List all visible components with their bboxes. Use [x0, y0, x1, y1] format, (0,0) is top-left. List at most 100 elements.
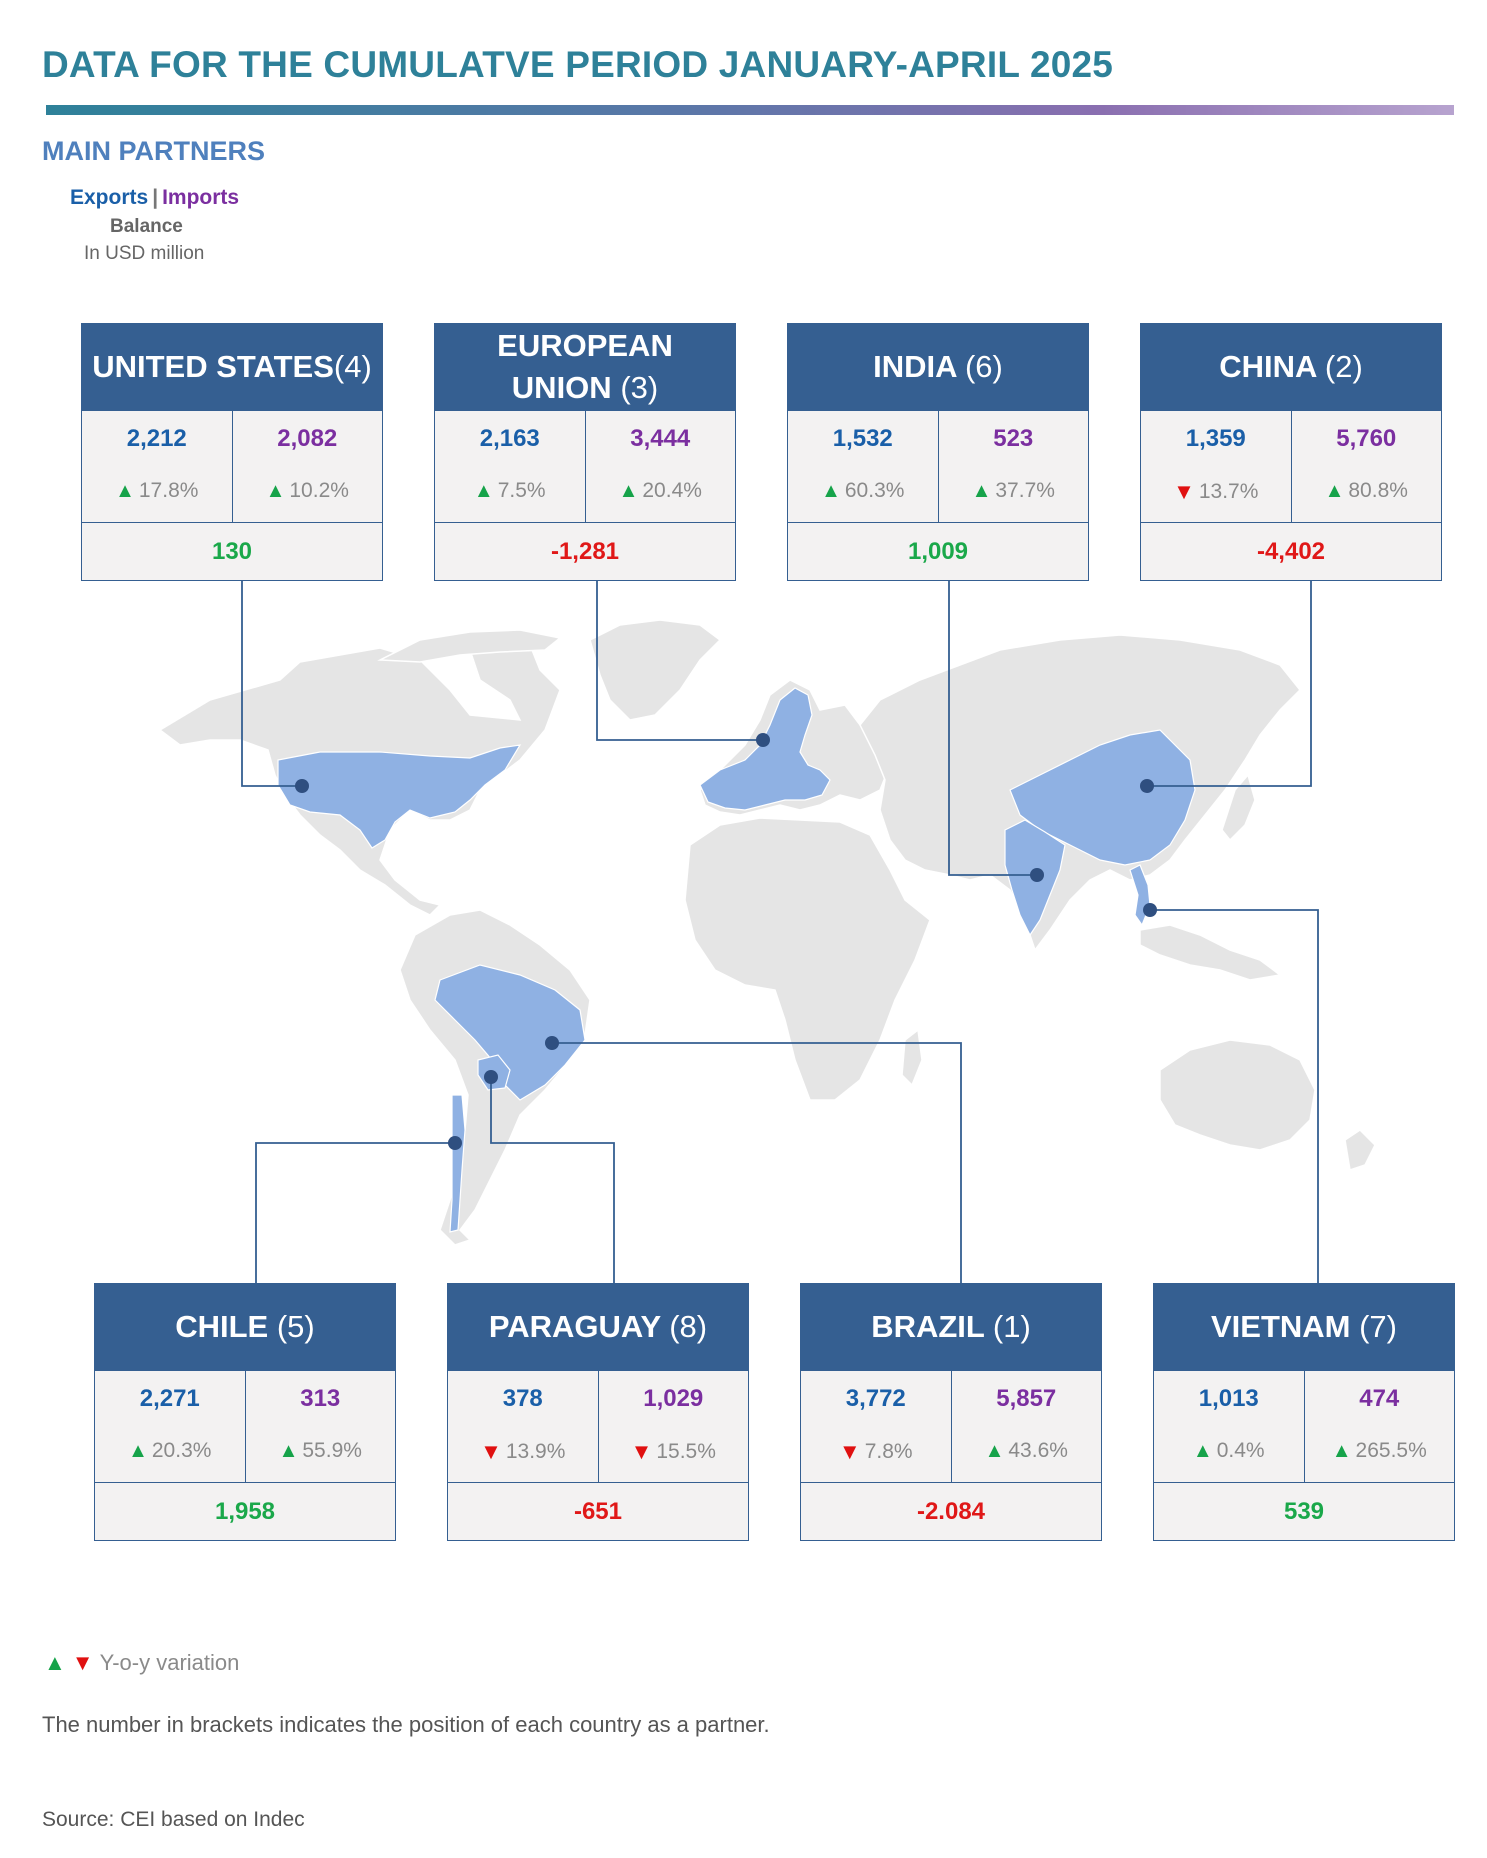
- card-values: 2,163 ▲ 7.5% 3,444 ▲ 20.4%: [434, 411, 736, 523]
- connector-india: [948, 579, 1037, 876]
- arrow-up-icon: ▲: [115, 479, 135, 502]
- country-name: CHILE: [175, 1309, 269, 1345]
- imports-column: 3,444 ▲ 20.4%: [584, 411, 736, 522]
- arrow-up-icon: ▲: [473, 479, 494, 502]
- exports-column: 1,532 ▲ 60.3%: [788, 411, 938, 522]
- card-values: 2,271 ▲ 20.3% 313 ▲ 55.9%: [94, 1371, 396, 1483]
- card-values: 1,013 ▲ 0.4% 474 ▲ 265.5%: [1153, 1371, 1455, 1483]
- arrow-up-icon: ▲: [128, 1439, 148, 1462]
- country-rank: (8): [669, 1309, 708, 1345]
- card-vietnam: VIETNAM (7) 1,013 ▲ 0.4% 474 ▲ 265.5% 539: [1153, 1283, 1455, 1541]
- exports-column: 3,772 ▼ 7.8%: [801, 1371, 951, 1482]
- exports-column: 1,359 ▼ 13.7%: [1141, 411, 1291, 522]
- connector-china: [1147, 579, 1312, 787]
- card-values: 378 ▼ 13.9% 1,029 ▼ 15.5%: [447, 1371, 749, 1483]
- exports-variation: ▼ 13.7%: [1173, 479, 1259, 504]
- balance-value: -651: [447, 1483, 749, 1541]
- marker-india: [1030, 868, 1044, 882]
- balance-value: -1,281: [434, 523, 736, 581]
- imports-column: 2,082 ▲ 10.2%: [231, 411, 383, 522]
- imports-variation: ▲ 10.2%: [265, 479, 349, 502]
- imports-variation: ▲ 55.9%: [278, 1439, 362, 1462]
- land-japan: [1221, 773, 1256, 842]
- card-header: VIETNAM (7): [1153, 1283, 1455, 1371]
- marker-china: [1140, 779, 1154, 793]
- exports-variation: ▲ 7.5%: [473, 479, 546, 502]
- land-madagascar: [901, 1028, 923, 1087]
- country-rank: (5): [276, 1309, 315, 1345]
- imports-value: 1,029: [643, 1385, 704, 1412]
- card-header: EUROPEAN UNION (3): [434, 323, 736, 411]
- exports-value: 2,163: [479, 425, 540, 452]
- imports-column: 5,857 ▲ 43.6%: [950, 1371, 1102, 1482]
- exports-variation: ▼ 13.9%: [480, 1439, 566, 1464]
- land-greenland: [589, 619, 722, 721]
- imports-variation: ▼ 15.5%: [630, 1439, 716, 1464]
- card-header: BRAZIL (1): [800, 1283, 1102, 1371]
- card-values: 1,359 ▼ 13.7% 5,760 ▲ 80.8%: [1140, 411, 1442, 523]
- country-name: BRAZIL: [871, 1309, 985, 1345]
- imports-variation: ▲ 20.4%: [618, 479, 702, 502]
- legend-exports: Exports: [70, 186, 149, 209]
- page-title: DATA FOR THE CUMULATVE PERIOD JANUARY-AP…: [42, 44, 1114, 85]
- arrow-down-icon: ▼: [838, 1439, 861, 1464]
- exports-column: 1,013 ▲ 0.4%: [1154, 1371, 1304, 1482]
- balance-value: -2.084: [800, 1483, 1102, 1541]
- exports-column: 2,163 ▲ 7.5%: [435, 411, 585, 522]
- card-paraguay: PARAGUAY (8) 378 ▼ 13.9% 1,029 ▼ 15.5% -65…: [447, 1283, 749, 1541]
- marker-paraguay: [484, 1070, 498, 1084]
- source-note: Source: CEI based on Indec: [42, 1808, 305, 1831]
- exports-value: 1,013: [1198, 1385, 1259, 1412]
- imports-variation: ▲ 80.8%: [1324, 479, 1408, 502]
- arrow-up-icon: ▲: [278, 1439, 299, 1462]
- arrow-down-icon: ▼: [71, 1650, 94, 1675]
- country-name: INDIA: [873, 349, 957, 385]
- imports-column: 1,029 ▼ 15.5%: [597, 1371, 749, 1482]
- imports-variation: ▲ 43.6%: [984, 1439, 1068, 1462]
- exports-variation: ▲ 20.3%: [128, 1439, 212, 1462]
- marker-united-states: [295, 779, 309, 793]
- arrow-down-icon: ▼: [630, 1439, 653, 1464]
- country-rank: (1): [992, 1309, 1031, 1345]
- value-legend: Exports | Imports: [70, 186, 239, 210]
- imports-column: 523 ▲ 37.7%: [937, 411, 1089, 522]
- imports-value: 523: [993, 425, 1034, 452]
- connector-chile: [255, 1142, 455, 1283]
- imports-value: 5,760: [1336, 425, 1397, 452]
- card-header: UNITED STATES(4): [81, 323, 383, 411]
- balance-value: -4,402: [1140, 523, 1442, 581]
- country-name: CHINA: [1219, 349, 1317, 385]
- arrow-up-icon: ▲: [984, 1439, 1005, 1462]
- highlight-brazil: [434, 964, 586, 1101]
- exports-value: 378: [502, 1385, 543, 1412]
- title-divider: [46, 105, 1454, 115]
- country-name: EUROPEAN UNION: [497, 328, 673, 405]
- exports-value: 1,359: [1185, 425, 1246, 452]
- exports-variation: ▼ 7.8%: [838, 1439, 913, 1464]
- exports-value: 2,212: [126, 425, 187, 452]
- imports-value: 2,082: [277, 425, 338, 452]
- balance-value: 1,009: [787, 523, 1089, 581]
- connector-paraguay: [490, 1077, 615, 1283]
- balance-value: 539: [1153, 1483, 1455, 1541]
- arrow-up-icon: ▲: [265, 479, 286, 502]
- imports-value: 313: [300, 1385, 341, 1412]
- exports-column: 378 ▼ 13.9%: [448, 1371, 598, 1482]
- exports-value: 2,271: [139, 1385, 200, 1412]
- arrow-up-icon: ▲: [44, 1650, 66, 1675]
- balance-value: 1,958: [94, 1483, 396, 1541]
- card-values: 1,532 ▲ 60.3% 523 ▲ 37.7%: [787, 411, 1089, 523]
- variation-legend: ▲ ▼ Y-o-y variation: [44, 1650, 239, 1676]
- highlight-united-states: [277, 744, 522, 849]
- marker-brazil: [545, 1036, 559, 1050]
- card-header: CHILE (5): [94, 1283, 396, 1371]
- exports-value: 1,532: [832, 425, 893, 452]
- country-rank: (7): [1359, 1309, 1397, 1345]
- card-header: INDIA (6): [787, 323, 1089, 411]
- legend-unit: In USD million: [84, 243, 205, 264]
- card-european-union: EUROPEAN UNION (3) 2,163 ▲ 7.5% 3,444 ▲ 20…: [434, 323, 736, 581]
- country-rank: (3): [620, 370, 659, 405]
- imports-column: 313 ▲ 55.9%: [244, 1371, 396, 1482]
- country-rank: (4): [333, 349, 372, 385]
